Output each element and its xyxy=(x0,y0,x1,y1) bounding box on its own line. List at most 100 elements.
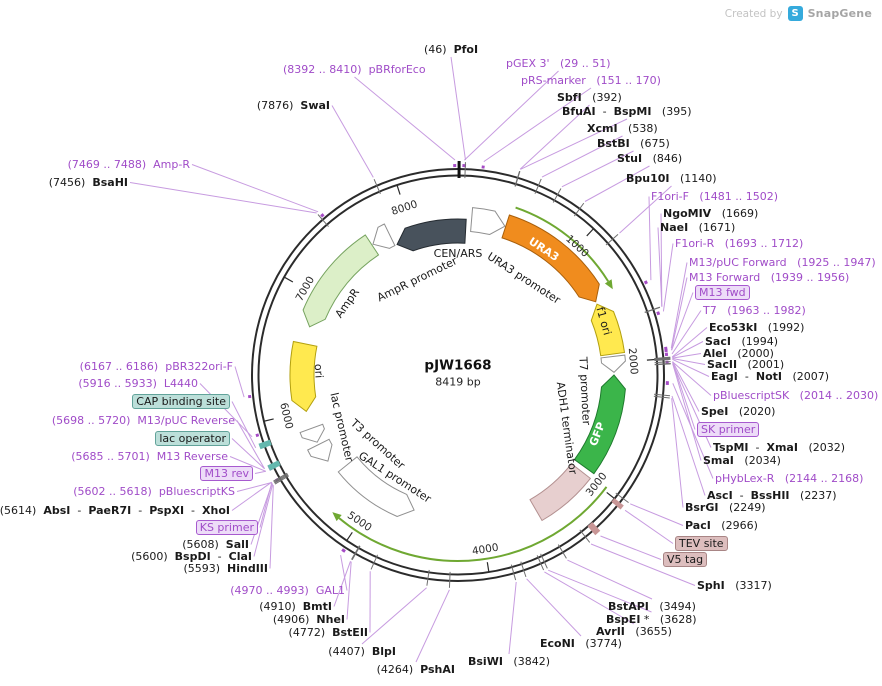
enzyme-label-46-pfoi[interactable]: (46) PfoI xyxy=(424,43,478,56)
feature-gfp[interactable] xyxy=(573,374,626,475)
enzyme-label-7456-bsahi[interactable]: (7456) BsaHI xyxy=(49,176,128,189)
enzyme-label-saci-1994[interactable]: SacI (1994) xyxy=(705,335,778,348)
enzyme-label-7876-swai[interactable]: (7876) SwaI xyxy=(257,99,330,112)
primer-label-5602-5618-pbluescriptks[interactable]: (5602 .. 5618) pBluescriptKS xyxy=(73,485,235,498)
primer-label-pgex-3-29-51[interactable]: pGEX 3' (29 .. 51) xyxy=(506,57,611,70)
enzyme-label-4407-blpi[interactable]: (4407) BlpI xyxy=(328,645,396,658)
primer-label-m13-forward-1939-1956[interactable]: M13 Forward (1939 .. 1956) xyxy=(689,271,849,284)
callout-line xyxy=(346,561,352,620)
feature-lac-promoter[interactable] xyxy=(299,423,325,443)
primer-label-8392-8410-pbrforeco[interactable]: (8392 .. 8410) pBRforEco xyxy=(283,63,426,76)
feature-t7-promoter[interactable] xyxy=(600,354,626,373)
enzyme-label-4910-bmti[interactable]: (4910) BmtI xyxy=(259,600,332,613)
feature-cen-ars[interactable] xyxy=(396,218,467,252)
primer-label-6167-6186-pbr322ori-f[interactable]: (6167 .. 6186) pBR322ori-F xyxy=(80,360,233,373)
enzyme-label-ngomiv-1669[interactable]: NgoMIV (1669) xyxy=(663,207,758,220)
feature-tag-cap-binding-site[interactable]: CAP binding site xyxy=(132,394,230,409)
enzyme-label-naei-1671[interactable]: NaeI (1671) xyxy=(660,221,735,234)
callout-line xyxy=(671,398,684,508)
label-text: - xyxy=(748,441,767,454)
enzyme-label-econi-3774[interactable]: EcoNI (3774) xyxy=(540,637,622,650)
enzyme-label-bstbi-675[interactable]: BstBI (675) xyxy=(597,137,670,150)
enzyme-label-bstapi-3494[interactable]: BstAPI (3494) xyxy=(608,600,696,613)
primer-label-ks-primer[interactable]: KS primer xyxy=(195,520,258,535)
enzyme-label-4906-nhei[interactable]: (4906) NheI xyxy=(273,613,345,626)
callout-line xyxy=(671,395,706,496)
enzyme-label-bsrgi-2249[interactable]: BsrGI (2249) xyxy=(685,501,766,514)
primer-site-mark[interactable] xyxy=(255,433,260,438)
feature-ori[interactable] xyxy=(289,340,318,413)
feature-tag-v5-tag[interactable]: V5 tag xyxy=(663,552,708,567)
primer-label-m13-fwd[interactable]: M13 fwd xyxy=(695,285,750,300)
primer-label-pbluescriptsk-2014-2030[interactable]: pBluescriptSK (2014 .. 2030) xyxy=(713,389,878,402)
enzyme-label-5600-bspdi-clai[interactable]: (5600) BspDI - ClaI xyxy=(131,550,252,563)
primer-label-5685-5701-m13-reverse[interactable]: (5685 .. 5701) M13 Reverse xyxy=(71,450,228,463)
label-text: (2034) xyxy=(733,454,781,467)
enzyme-label-sacii-2001[interactable]: SacII (2001) xyxy=(707,358,784,371)
enzyme-label-alei-2000[interactable]: AleI (2000) xyxy=(703,347,774,360)
enzyme-label-smai-2034[interactable]: SmaI (2034) xyxy=(703,454,781,467)
feature-f1-ori[interactable] xyxy=(590,303,626,357)
label-text: BmtI xyxy=(302,600,332,613)
enzyme-label-sphi-3317[interactable]: SphI (3317) xyxy=(697,579,772,592)
primer-site-mark[interactable] xyxy=(643,280,648,285)
enzyme-label-eco53ki-1992[interactable]: Eco53kI (1992) xyxy=(709,321,804,334)
enzyme-label-eagi-noti-2007[interactable]: EagI - NotI (2007) xyxy=(711,370,829,383)
enzyme-label-bspei-3628[interactable]: BspEI * (3628) xyxy=(606,613,697,626)
enzyme-label-4264-pshai[interactable]: (4264) PshAI xyxy=(377,663,455,676)
primer-label-t7-1963-1982[interactable]: T7 (1963 .. 1982) xyxy=(703,304,806,317)
feature-label-t7-promoter[interactable]: T7 promoter xyxy=(576,356,593,426)
primer-label-phyblex-r-2144-2168[interactable]: pHybLex-R (2144 .. 2168) xyxy=(715,472,863,485)
callout-line xyxy=(657,227,663,307)
feature-tev-site[interactable] xyxy=(611,498,624,510)
primer-label-f1ori-r-1693-1712[interactable]: F1ori-R (1693 .. 1712) xyxy=(675,237,803,250)
enzyme-label-bpu10i-1140[interactable]: Bpu10I (1140) xyxy=(626,172,717,185)
enzyme-label-5608-sali[interactable]: (5608) SalI xyxy=(182,538,249,551)
enzyme-label-4772-bsteii[interactable]: (4772) BstEII xyxy=(289,626,368,639)
feature-ura3[interactable] xyxy=(501,214,600,303)
primer-site-mark[interactable] xyxy=(656,311,661,316)
feature-ura3-promoter[interactable] xyxy=(470,207,506,236)
primer-label-5698-5720-m13-puc-reverse[interactable]: (5698 .. 5720) M13/pUC Reverse xyxy=(52,414,235,427)
feature-label-cen-ars[interactable]: CEN/ARS xyxy=(434,247,483,260)
feature-ampr-promoter[interactable] xyxy=(372,223,396,249)
enzyme-label-stui-846[interactable]: StuI (846) xyxy=(617,152,682,165)
enzyme-label-bfuai-bspmi-395[interactable]: BfuAI - BspMI (395) xyxy=(562,105,692,118)
primer-label-m13-rev[interactable]: M13 rev xyxy=(200,466,253,481)
callout-line xyxy=(254,470,266,474)
enzyme-label-spei-2020[interactable]: SpeI (2020) xyxy=(701,405,775,418)
label-text: AbsI xyxy=(43,504,71,517)
primer-site-mark[interactable] xyxy=(320,213,325,218)
primer-site-mark[interactable] xyxy=(341,548,346,553)
primer-label-prs-marker-151-170[interactable]: pRS-marker (151 .. 170) xyxy=(521,74,661,87)
enzyme-label-sbfi-392[interactable]: SbfI (392) xyxy=(557,91,622,104)
enzyme-label-5614-absi-paer7i-pspxi-xhoi[interactable]: (5614) AbsI - PaeR7I - PspXI - XhoI xyxy=(0,504,230,517)
feature-adh1-terminator[interactable] xyxy=(529,462,592,522)
feature-lac-operator[interactable] xyxy=(267,460,281,471)
enzyme-site-tick xyxy=(273,472,288,482)
label-text: NotI xyxy=(755,370,782,383)
feature-tag-tev-site[interactable]: TEV site xyxy=(675,536,728,551)
primer-label-f1ori-f-1481-1502[interactable]: F1ori-F (1481 .. 1502) xyxy=(651,190,778,203)
primer-label-7469-7488-amp-r[interactable]: (7469 .. 7488) Amp-R xyxy=(68,158,190,171)
enzyme-label-bsiwi-3842[interactable]: BsiWI (3842) xyxy=(468,655,550,668)
feature-cap-binding-site[interactable] xyxy=(258,439,272,450)
callout-line xyxy=(600,535,662,560)
feature-t3-promoter[interactable] xyxy=(307,438,333,462)
label-text: BspEI xyxy=(606,613,641,626)
enzyme-label-avrii-3655[interactable]: AvrII (3655) xyxy=(596,625,672,638)
feature-v5-tag[interactable] xyxy=(587,522,601,536)
primer-label-4970-4993-gal1[interactable]: (4970 .. 4993) GAL1 xyxy=(230,584,345,597)
primer-label-5916-5933-l4440[interactable]: (5916 .. 5933) L4440 xyxy=(78,377,198,390)
primer-label-m13-puc-forward-1925-1947[interactable]: M13/pUC Forward (1925 .. 1947) xyxy=(689,256,876,269)
primer-label-sk-primer[interactable]: SK primer xyxy=(697,422,760,437)
feature-label-ori[interactable]: ori xyxy=(312,363,326,378)
feature-ampr[interactable] xyxy=(302,234,380,328)
feature-gal1-promoter[interactable] xyxy=(337,456,415,518)
enzyme-label-paci-2966[interactable]: PacI (2966) xyxy=(685,519,758,532)
enzyme-label-asci-bsshii-2237[interactable]: AscI - BssHII (2237) xyxy=(707,489,837,502)
feature-tag-lac-operator[interactable]: lac operator xyxy=(155,431,230,446)
enzyme-label-5593-hindiii[interactable]: (5593) HindIII xyxy=(183,562,268,575)
enzyme-label-xcmi-538[interactable]: XcmI (538) xyxy=(587,122,658,135)
enzyme-label-tspmi-xmai-2032[interactable]: TspMI - XmaI (2032) xyxy=(713,441,845,454)
